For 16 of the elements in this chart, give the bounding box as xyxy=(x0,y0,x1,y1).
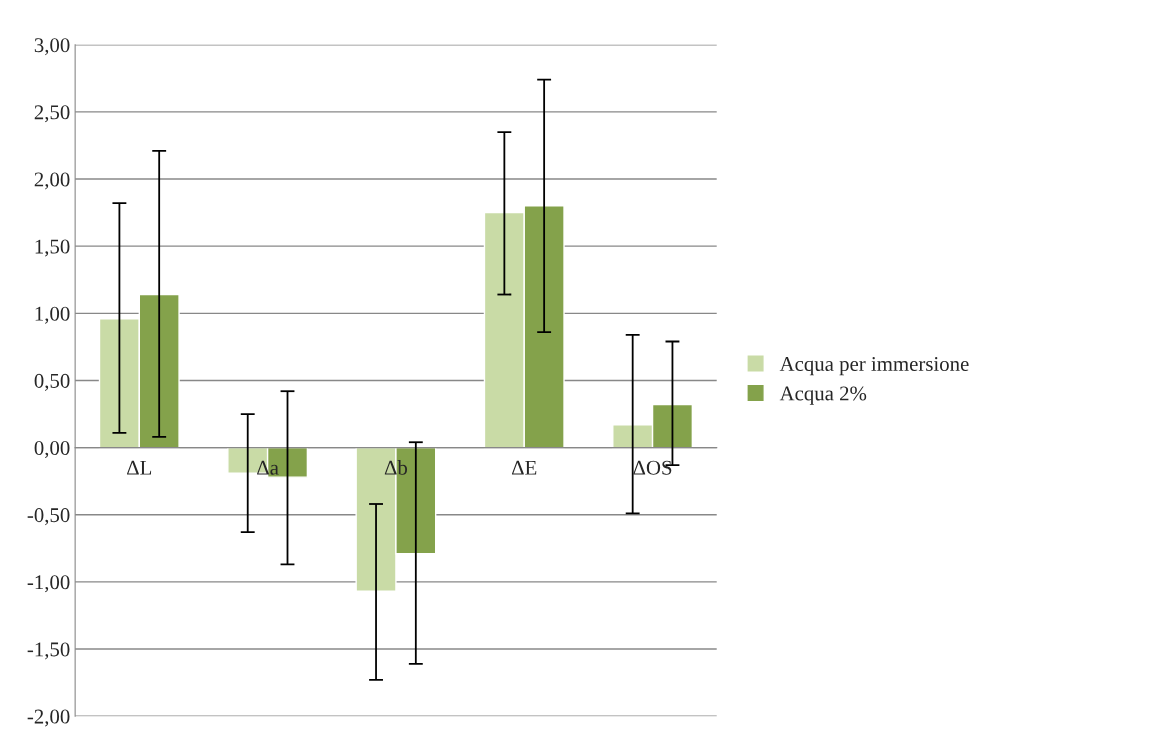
y-tick-label: 1,50 xyxy=(35,239,70,257)
y-tick-label: -1,50 xyxy=(27,642,70,660)
y-tick-label: 3,00 xyxy=(34,38,70,56)
x-tick-label: ΔE xyxy=(511,460,537,475)
legend-label: Acqua 2% xyxy=(779,386,867,405)
y-tick-label: 2,50 xyxy=(34,105,70,123)
x-tick-label: ΔL xyxy=(127,460,152,475)
y-tick-label: -0,50 xyxy=(27,508,70,526)
legend-label: Acqua per immersione xyxy=(779,357,969,376)
y-tick-label: 0,00 xyxy=(34,440,70,459)
y-tick-label: 0,50 xyxy=(34,373,70,391)
y-tick-label: 1,00 xyxy=(35,306,70,324)
y-tick-label: -1,00 xyxy=(27,575,70,593)
y-tick-label: 2,00 xyxy=(34,172,70,190)
x-tick-label: Δb xyxy=(384,460,408,475)
y-tick-label: -2,00 xyxy=(27,709,70,727)
